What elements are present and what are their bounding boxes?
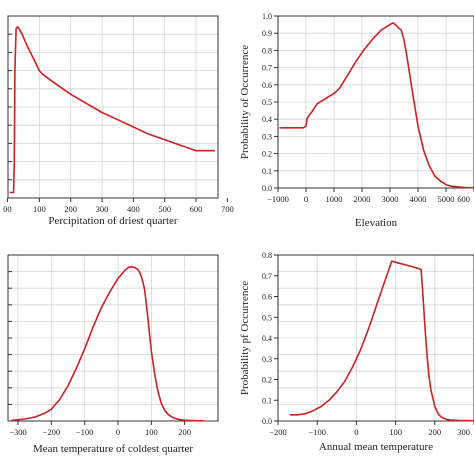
x-tick-label: 100 xyxy=(145,427,158,437)
x-tick-label: 5000 xyxy=(438,194,455,204)
panel-mean-temp-coldest-quarter: −300 −200 −100 0 100 200 Mean temperature of c… xyxy=(7,254,219,455)
x-tick-label: 2000 xyxy=(354,194,371,204)
x-tick-label: −100 xyxy=(76,427,94,437)
x-tick-label: 100 xyxy=(389,427,402,437)
y-tick-label: 0.2 xyxy=(262,150,272,159)
x-tick-label: 0 xyxy=(304,194,308,204)
y-tick-label: 0.4 xyxy=(262,115,272,124)
panel-annual-mean-temperature: −200 −100 0 100 200 300 0.0 0.1 0.2 0.3 0.4 0.5 0.6 0… xyxy=(239,251,474,453)
x-axis-label: Annual mean temperature xyxy=(319,441,433,453)
x-tick-label: 4000 xyxy=(410,194,427,204)
y-tick-label: 0.4 xyxy=(262,334,272,343)
y-tick-label: 0.7 xyxy=(262,272,272,281)
y-tick-label: 0.9 xyxy=(262,29,272,38)
y-tick-label: 0.1 xyxy=(262,167,272,176)
x-tick-label: 0 xyxy=(116,427,120,437)
x-axis-label: Elevation xyxy=(355,217,398,229)
x-tick-label: 300 xyxy=(457,427,470,437)
y-axis-label: Probability of Occurrence xyxy=(239,45,251,159)
x-tick-label: 3000 xyxy=(382,194,399,204)
y-tick-label: 0.7 xyxy=(262,64,272,73)
y-tick-label: 0.6 xyxy=(262,293,272,302)
series-line xyxy=(9,26,215,194)
y-tick-label: 0.8 xyxy=(262,251,272,260)
x-tick-label: −1000 xyxy=(267,194,289,204)
x-tick-label: −100 xyxy=(308,427,326,437)
x-tick-label: 1000 xyxy=(326,194,343,204)
x-tick-label: −200 xyxy=(43,427,61,437)
panel-precipitation-driest-quarter: 00 100 200 300 400 500 600 700 Percipitation of … xyxy=(3,15,234,227)
x-tick-label: 200 xyxy=(178,427,191,437)
x-tick-label: 300 xyxy=(96,204,109,214)
series-line xyxy=(289,260,474,422)
x-tick-label: 200 xyxy=(64,204,77,214)
x-tick-label: 0 xyxy=(354,427,358,437)
y-tick-label: 0.5 xyxy=(262,313,272,322)
x-tick-label: 200 xyxy=(428,427,441,437)
x-tick-label: 600 xyxy=(457,194,470,204)
y-tick-label: 0.6 xyxy=(262,81,272,90)
x-axis-label: Percipitation of driest quarter xyxy=(48,215,178,227)
x-tick-label: 600 xyxy=(190,204,203,214)
y-tick-label: 0.5 xyxy=(262,98,272,107)
y-axis-label: Probability pf Occurrence xyxy=(239,281,251,395)
y-tick-label: 0.1 xyxy=(262,396,272,405)
y-tick-label: 0.0 xyxy=(262,184,272,193)
panel-elevation: −1000 0 1000 2000 3000 4000 5000 600 0.0 0.1 0.2 0.… xyxy=(239,12,474,229)
y-tick-label: 0.3 xyxy=(262,355,272,364)
x-tick-label: 700 xyxy=(221,204,234,214)
y-tick-label: 1.0 xyxy=(262,12,272,21)
x-tick-label: 100 xyxy=(33,204,46,214)
x-tick-label: 500 xyxy=(158,204,171,214)
x-tick-label: 400 xyxy=(127,204,140,214)
y-tick-label: 0.0 xyxy=(262,417,272,426)
x-tick-label: −200 xyxy=(269,427,287,437)
series-line xyxy=(11,265,203,422)
y-tick-label: 0.2 xyxy=(262,376,272,385)
x-axis-label: Mean temperature of coldest quarter xyxy=(33,443,193,455)
x-tick-label: 00 xyxy=(3,204,12,214)
y-tick-label: 0.8 xyxy=(262,46,272,55)
y-tick-label: 0.3 xyxy=(262,132,272,141)
series-line xyxy=(279,22,474,189)
x-tick-label: −300 xyxy=(9,427,27,437)
